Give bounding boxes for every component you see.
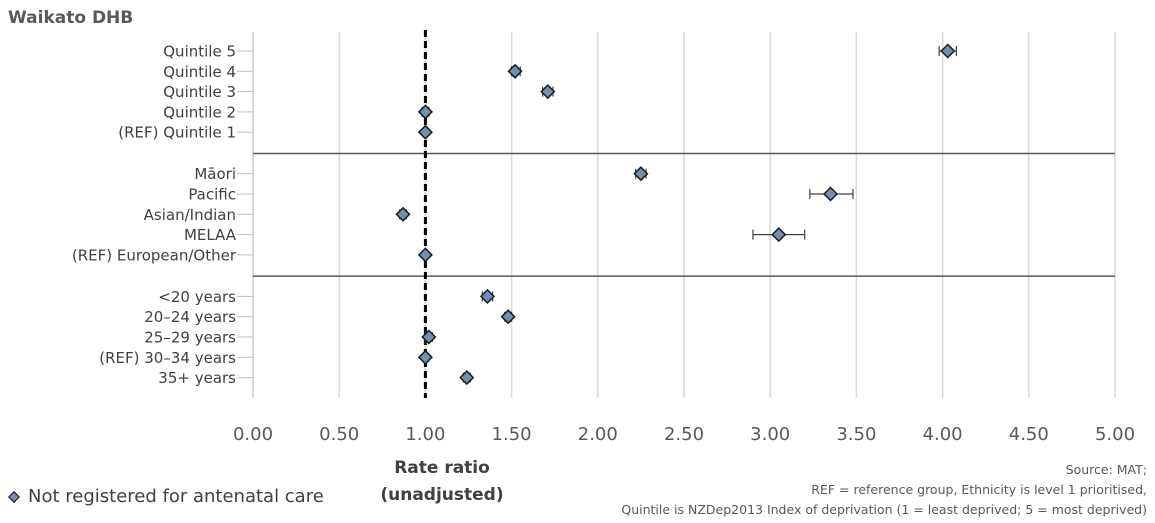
y-category-label: <20 years — [158, 288, 236, 306]
source-line-2: REF = reference group, Ethnicity is leve… — [811, 482, 1147, 497]
data-point-diamond — [507, 63, 523, 79]
x-axis-title: Rate ratio (unadjusted) — [372, 455, 512, 509]
x-tick-label: 3.50 — [836, 424, 876, 445]
y-category-label: Pacific — [188, 186, 236, 204]
y-category-label: (REF) Quintile 1 — [118, 124, 236, 142]
data-point-diamond — [417, 247, 433, 263]
data-point-diamond — [417, 124, 433, 140]
x-tick-label: 1.00 — [405, 424, 445, 445]
x-tick-label: 5.00 — [1095, 424, 1135, 445]
y-category-label: MELAA — [184, 226, 237, 244]
y-category-label: Quintile 5 — [163, 43, 236, 61]
y-category-label: Quintile 3 — [163, 83, 236, 101]
y-category-label: Quintile 2 — [163, 103, 236, 121]
y-category-label: Asian/Indian — [144, 206, 236, 224]
legend-label: Not registered for antenatal care — [28, 486, 324, 507]
x-tick-label: 1.50 — [492, 424, 532, 445]
data-point-diamond — [540, 84, 556, 100]
y-category-label: 25–29 years — [144, 329, 236, 347]
data-point-diamond — [633, 166, 649, 182]
data-point-diamond — [822, 186, 839, 202]
source-note: Source: MAT; REF = reference group, Ethn… — [621, 460, 1147, 520]
x-axis-title-line-1: Rate ratio — [394, 458, 490, 478]
data-point-diamond — [479, 288, 496, 304]
data-point-diamond — [421, 329, 437, 345]
source-line-3: Quintile is NZDep2013 Index of deprivati… — [621, 502, 1147, 517]
x-tick-label: 4.50 — [1009, 424, 1049, 445]
x-tick-label: 2.50 — [664, 424, 704, 445]
x-axis-title-line-2: (unadjusted) — [380, 485, 504, 505]
x-tick-label: 0.50 — [319, 424, 359, 445]
y-category-label: 35+ years — [158, 369, 236, 387]
y-category-label: Quintile 4 — [163, 63, 236, 81]
x-tick-label: 3.00 — [750, 424, 790, 445]
source-line-1: Source: MAT; — [1065, 462, 1147, 477]
data-point-diamond — [500, 309, 516, 325]
data-point-diamond — [771, 227, 787, 243]
y-category-label: (REF) European/Other — [72, 246, 237, 264]
diamond-marker-icon — [8, 490, 20, 503]
x-tick-label: 0.00 — [233, 424, 273, 445]
data-point-diamond — [459, 370, 475, 386]
data-point-diamond — [417, 104, 433, 120]
y-category-label: Māori — [194, 165, 236, 183]
x-tick-label: 2.00 — [578, 424, 618, 445]
legend: Not registered for antenatal care — [8, 486, 324, 507]
data-point-diamond — [395, 206, 411, 222]
data-point-diamond — [417, 349, 433, 365]
forest-plot: 0.00 0.50 1.00 1.50 2.00 2.50 3.00 3.50 4.00 4.50… — [72, 30, 1135, 445]
x-tick-label: 4.00 — [923, 424, 963, 445]
y-category-label: 20–24 years — [144, 308, 236, 326]
panel-title: Waikato DHB — [8, 8, 134, 28]
data-point-diamond — [940, 43, 956, 59]
y-category-label: (REF) 30–34 years — [99, 349, 236, 367]
